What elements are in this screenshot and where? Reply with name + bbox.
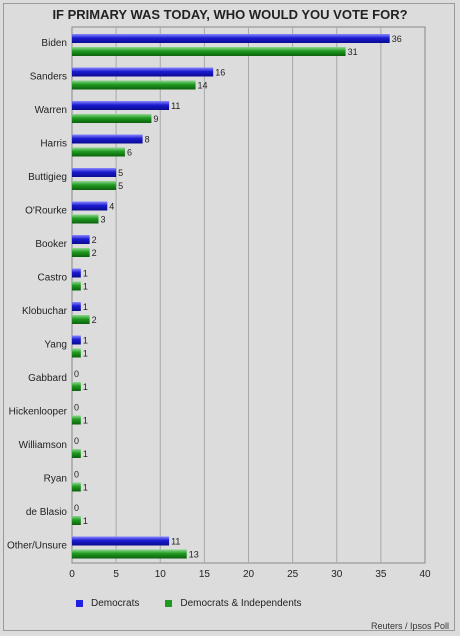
data-label: 4 — [109, 202, 114, 212]
bar — [72, 516, 81, 525]
data-label: 8 — [145, 135, 150, 145]
data-label: 1 — [83, 516, 88, 526]
data-label: 1 — [83, 382, 88, 392]
data-label: 1 — [83, 282, 88, 292]
category-label: Klobuchar — [22, 306, 68, 317]
x-tick-label: 25 — [287, 569, 299, 580]
data-label: 1 — [83, 483, 88, 493]
category-label: Harris — [40, 139, 67, 150]
bar — [72, 281, 81, 291]
x-tick-label: 0 — [69, 569, 75, 580]
data-label: 11 — [171, 537, 180, 547]
category-label: Castro — [38, 273, 68, 284]
source-note: Reuters / Ipsos Poll — [370, 621, 449, 631]
bar — [72, 382, 81, 391]
category-label: O'Rourke — [25, 206, 67, 217]
legend: Democrats Democrats & Independents — [76, 598, 328, 609]
legend-item-democrats: Democrats — [76, 598, 139, 609]
bar — [72, 147, 125, 157]
bar — [72, 268, 81, 278]
data-label: 0 — [74, 403, 79, 413]
bar — [72, 335, 81, 345]
category-label: Ryan — [44, 474, 67, 485]
legend-swatch-democrats — [76, 600, 83, 607]
x-tick-label: 20 — [243, 569, 255, 580]
legend-item-democrats-independents: Democrats & Independents — [165, 598, 302, 609]
bar — [72, 181, 117, 190]
bar — [72, 67, 214, 77]
category-label: Yang — [44, 340, 67, 351]
data-label: 9 — [153, 114, 158, 124]
bar — [72, 34, 390, 43]
data-label: 5 — [118, 181, 123, 191]
bar — [72, 235, 90, 244]
category-label: Booker — [35, 239, 67, 250]
bar — [72, 449, 81, 458]
data-label: 1 — [83, 336, 88, 346]
data-label: 2 — [92, 248, 97, 258]
data-label: 0 — [74, 470, 79, 480]
legend-label-democrats: Democrats — [91, 598, 140, 609]
bar — [72, 315, 90, 324]
category-label: Sanders — [30, 72, 67, 83]
bar — [72, 168, 117, 177]
data-label: 6 — [127, 148, 132, 158]
category-label: Warren — [35, 105, 67, 116]
data-label: 13 — [189, 550, 199, 560]
data-label: 31 — [348, 47, 358, 57]
category-label: de Blasio — [26, 507, 68, 518]
data-label: 1 — [83, 449, 88, 459]
legend-swatch-democrats-independents — [165, 600, 173, 607]
bar — [72, 348, 81, 358]
data-label: 36 — [392, 34, 402, 44]
bar — [72, 47, 346, 56]
data-label: 16 — [215, 68, 225, 78]
data-label: 0 — [74, 503, 79, 513]
bar — [72, 549, 187, 559]
bar — [72, 482, 81, 492]
legend-label-democrats-independents: Democrats & Independents — [180, 598, 302, 609]
data-label: 0 — [74, 369, 79, 379]
data-label: 1 — [83, 416, 88, 426]
category-label: Other/Unsure — [7, 541, 67, 552]
x-tick-label: 30 — [331, 569, 343, 580]
data-label: 0 — [74, 436, 79, 446]
data-label: 1 — [83, 269, 88, 279]
category-label: Gabbard — [28, 373, 67, 384]
data-label: 1 — [83, 349, 88, 359]
bar — [72, 114, 152, 123]
category-label: Buttigieg — [28, 172, 67, 183]
x-tick-label: 40 — [419, 569, 431, 580]
x-tick-label: 35 — [375, 569, 387, 580]
chart-title: IF PRIMARY WAS TODAY, WHO WOULD YOU VOTE… — [52, 7, 408, 22]
data-label: 1 — [83, 302, 88, 312]
category-label: Biden — [41, 38, 67, 49]
data-label: 3 — [100, 215, 105, 225]
category-label: Williamson — [19, 440, 67, 451]
bar — [72, 536, 170, 546]
bar — [72, 201, 108, 211]
data-label: 2 — [92, 235, 97, 245]
x-tick-label: 5 — [113, 569, 119, 580]
data-label: 14 — [198, 81, 208, 91]
x-tick-label: 10 — [155, 569, 167, 580]
bar — [72, 248, 90, 257]
bar — [72, 134, 143, 144]
bar — [72, 302, 81, 311]
bar — [72, 101, 170, 110]
bar — [72, 214, 99, 224]
category-label: Hickenlooper — [9, 407, 68, 418]
data-label: 5 — [118, 168, 123, 178]
x-tick-label: 15 — [199, 569, 211, 580]
chart-frame — [3, 3, 455, 631]
data-label: 11 — [171, 101, 180, 111]
data-label: 2 — [92, 315, 97, 325]
bar — [72, 80, 196, 90]
bar — [72, 415, 81, 425]
